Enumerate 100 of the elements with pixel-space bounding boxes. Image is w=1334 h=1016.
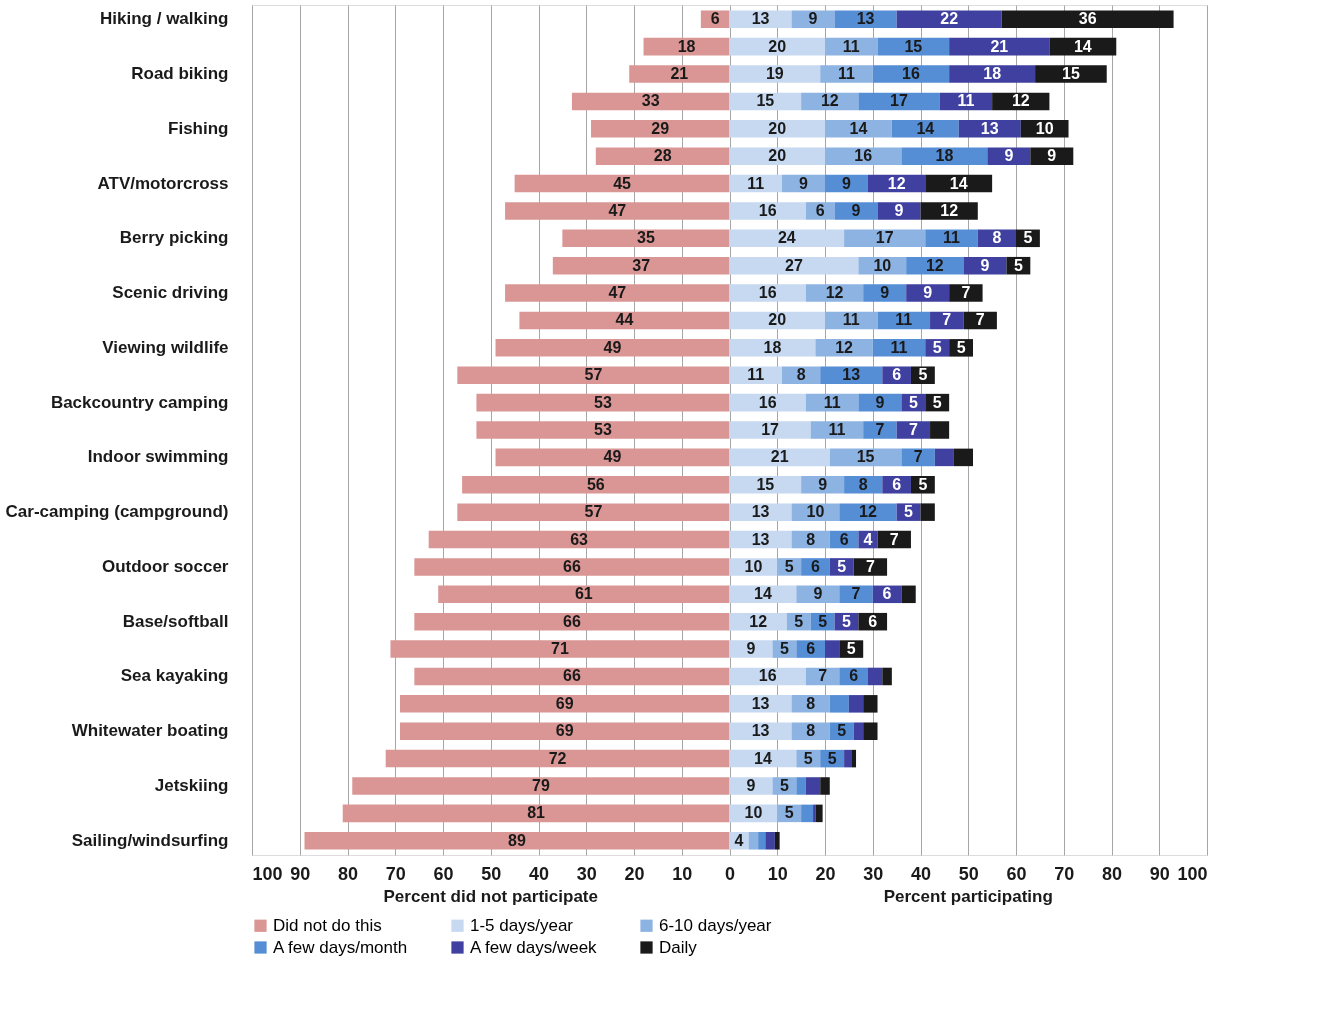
legend-label: Daily bbox=[659, 937, 698, 957]
bar bbox=[729, 695, 792, 713]
x-tick-label: 100 bbox=[1177, 863, 1208, 884]
data-label: 89 bbox=[508, 831, 527, 849]
bar bbox=[748, 832, 759, 850]
data-label: 36 bbox=[1078, 10, 1097, 28]
data-label: 5 bbox=[1013, 256, 1023, 274]
bar bbox=[949, 284, 983, 302]
data-label: 33 bbox=[641, 92, 660, 110]
data-label: 12 bbox=[749, 612, 768, 630]
data-label: 13 bbox=[842, 366, 861, 384]
data-label: 15 bbox=[756, 475, 775, 493]
data-label: 69 bbox=[555, 694, 574, 712]
data-label: 18 bbox=[983, 65, 1002, 83]
data-label: 9 bbox=[818, 475, 828, 493]
x-tick-label: 100 bbox=[252, 863, 283, 884]
data-label: 6 bbox=[839, 530, 849, 548]
bar bbox=[820, 777, 830, 795]
data-label: 11 bbox=[842, 37, 860, 55]
x-tick-label: 80 bbox=[337, 863, 359, 884]
bar bbox=[1035, 65, 1107, 83]
data-label: 15 bbox=[904, 37, 923, 55]
data-label: 44 bbox=[615, 311, 634, 329]
data-label: 16 bbox=[758, 667, 777, 685]
data-label: 12 bbox=[835, 338, 854, 356]
bar bbox=[729, 640, 773, 658]
bar bbox=[562, 229, 730, 248]
data-label: 6 bbox=[815, 201, 825, 219]
data-label: 14 bbox=[849, 119, 868, 137]
bar bbox=[825, 640, 840, 658]
legend-label: Did not do this bbox=[273, 915, 382, 935]
data-label: 16 bbox=[902, 65, 920, 83]
data-label: 10 bbox=[806, 503, 825, 521]
bar bbox=[729, 284, 806, 302]
data-label: 9 bbox=[1047, 147, 1057, 165]
x-tick-label: 20 bbox=[815, 863, 836, 884]
data-label: 9 bbox=[894, 201, 904, 219]
x-tick-label: 30 bbox=[576, 863, 597, 884]
legend-label: 1-5 days/year bbox=[470, 915, 574, 935]
data-label: 8 bbox=[806, 530, 816, 548]
data-label: 45 bbox=[613, 174, 632, 192]
data-label: 5 bbox=[837, 722, 847, 740]
bar bbox=[834, 10, 897, 28]
bar bbox=[729, 777, 773, 795]
data-label: 7 bbox=[908, 421, 918, 438]
bar bbox=[729, 476, 802, 494]
x-tick-label: 60 bbox=[1006, 863, 1027, 884]
y-tick-label: Viewing wildlife bbox=[102, 337, 229, 357]
data-label: 7 bbox=[961, 284, 971, 302]
bar bbox=[867, 667, 883, 686]
data-label: 53 bbox=[594, 393, 612, 411]
bar bbox=[729, 722, 792, 740]
x-tick-label: 50 bbox=[958, 863, 979, 884]
data-label: 5 bbox=[918, 475, 928, 493]
bar bbox=[390, 640, 730, 658]
y-tick-label: Car-camping (campground) bbox=[5, 502, 229, 522]
data-label: 10 bbox=[873, 256, 892, 274]
bar bbox=[457, 503, 730, 521]
y-tick-label: Indoor swimming bbox=[87, 447, 229, 467]
bar bbox=[839, 585, 873, 604]
bar bbox=[729, 202, 806, 220]
data-label: 5 bbox=[818, 612, 828, 630]
bar bbox=[729, 256, 859, 275]
bar bbox=[400, 722, 730, 740]
bar bbox=[414, 612, 730, 631]
data-label: 9 bbox=[923, 284, 933, 302]
data-label: 49 bbox=[603, 338, 622, 356]
data-label: 81 bbox=[527, 804, 546, 822]
data-label: 12 bbox=[825, 284, 844, 302]
bar bbox=[805, 777, 821, 795]
bar bbox=[414, 558, 730, 576]
x-tick-label: 30 bbox=[863, 863, 884, 884]
bar bbox=[987, 147, 1031, 165]
data-label: 9 bbox=[875, 393, 885, 411]
data-label: 19 bbox=[765, 65, 784, 83]
data-label: 9 bbox=[746, 640, 756, 658]
y-tick-label: ATV/motorcross bbox=[97, 173, 229, 193]
x-tick-label: 70 bbox=[385, 863, 406, 884]
data-label: 22 bbox=[940, 10, 959, 28]
data-label: 53 bbox=[594, 421, 612, 438]
data-label: 5 bbox=[842, 612, 852, 630]
bar bbox=[934, 448, 954, 467]
bar bbox=[514, 174, 730, 193]
data-label: 18 bbox=[677, 37, 696, 55]
bar bbox=[953, 448, 974, 467]
bar bbox=[834, 202, 878, 220]
bar bbox=[519, 311, 730, 330]
data-label: 8 bbox=[806, 722, 816, 740]
data-label: 5 bbox=[837, 557, 847, 575]
data-label: 6 bbox=[892, 475, 902, 493]
y-tick-label: Sea kayaking bbox=[120, 666, 229, 686]
bar bbox=[342, 804, 730, 823]
data-label: 11 bbox=[747, 366, 765, 384]
data-label: 5 bbox=[956, 338, 966, 356]
text: Percent did not participate bbox=[383, 887, 598, 906]
bar bbox=[414, 667, 730, 686]
bar bbox=[825, 120, 892, 138]
bar bbox=[810, 421, 864, 439]
data-label: 66 bbox=[563, 612, 581, 630]
data-label: 11 bbox=[747, 174, 765, 192]
